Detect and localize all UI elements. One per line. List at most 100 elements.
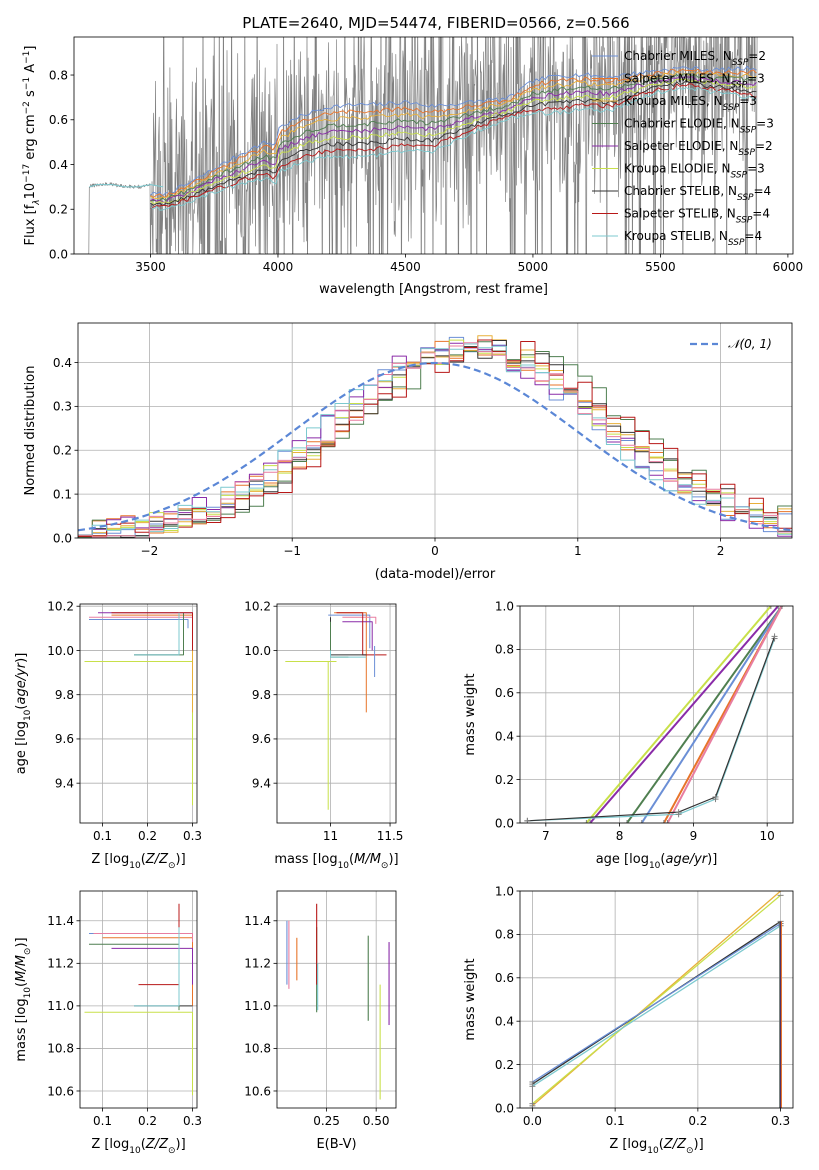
y-tick-label: 0.1 — [53, 487, 72, 501]
y-tick-label: 11.2 — [47, 957, 74, 971]
y-tick-label: 0.2 — [495, 773, 514, 787]
axes: 0.25 0.50 10.6 10.8 11.0 11.2 11.4 E(B-V) — [244, 890, 397, 1152]
x-tick-label: 11.5 — [377, 829, 404, 843]
x-tick-label: 0.2 — [138, 1114, 157, 1128]
y-tick-label: 9.6 — [55, 732, 74, 746]
y-tick-label: 0.6 — [495, 686, 514, 700]
marginal-line-kroupa_stelib — [134, 612, 180, 656]
plot-area — [529, 891, 784, 1108]
legend-label: Chabrier STELIB, NSSP=4 — [624, 184, 771, 203]
marginal-line-pink — [93, 933, 193, 943]
y-tick-label: 1.0 — [495, 884, 514, 898]
residual-histogram-kroupa_stelib — [78, 343, 792, 536]
legend-label: Kroupa MILES, NSSP=3 — [624, 94, 757, 113]
marginal-line-salpeter_stelib — [111, 612, 193, 655]
plot-area — [285, 612, 387, 810]
mass-weight-line-chabrier_miles — [532, 922, 781, 1083]
y-tick-label: 0.6 — [49, 113, 68, 127]
y-tick-label: 0.8 — [49, 68, 68, 82]
y-tick-label: 0.0 — [53, 531, 72, 545]
residual-legend: 𝒩(0, 1) — [690, 337, 772, 351]
plot-area — [74, 37, 758, 254]
marginal-line-kroupa_stelib — [134, 927, 180, 1007]
legend-label: Salpeter STELIB, NSSP=4 — [624, 207, 770, 226]
y-tick-label: 9.4 — [252, 776, 271, 790]
axes-frame — [79, 603, 198, 824]
spectrum-model-line — [150, 71, 757, 200]
y-tick-label: 9.8 — [252, 688, 271, 702]
x-axis-label: wavelength [Angstrom, rest frame] — [319, 282, 548, 297]
figure-title: PLATE=2640, MJD=54474, FIBERID=0566, z=0… — [242, 14, 629, 32]
y-tick-label: 0.3 — [53, 400, 72, 414]
weight-vs-age-panel: 7 8 9 10 0.0 0.2 0.4 0.6 0.8 1.0 age [log10(age/yr… — [463, 599, 794, 871]
x-tick-label: 0.3 — [183, 829, 202, 843]
x-axis-label: mass [log10(M/M⊙)] — [274, 852, 398, 871]
y-tick-label: 10.0 — [47, 644, 74, 658]
y-axis-label: mass [log10(M/M⊙)] — [14, 937, 33, 1061]
x-tick-label: 10 — [760, 829, 775, 843]
grid-lines — [277, 891, 396, 1108]
legend-label: Salpeter ELODIE, NSSP=2 — [624, 139, 773, 158]
y-tick-label: 9.6 — [252, 732, 271, 746]
y-tick-label: 0.0 — [49, 247, 68, 261]
plot-area — [524, 606, 785, 823]
marginal-line-salpeter_elodie — [111, 947, 193, 985]
x-tick-label: 11 — [323, 829, 338, 843]
marginal-line-salpeter_miles — [111, 614, 193, 655]
plot-area — [84, 612, 193, 806]
axes-frame — [77, 322, 793, 539]
marginal-line-pink — [89, 616, 193, 624]
axes-frame — [276, 603, 397, 824]
y-axis-label: mass weight — [463, 958, 478, 1040]
x-axis-label: age [log10(age/yr)] — [596, 852, 718, 871]
axes-frame — [79, 890, 198, 1109]
marginal-line-pink — [342, 616, 377, 624]
x-tick-label: 0.0 — [523, 1114, 542, 1128]
residual-histogram-salpeter_stelib — [78, 339, 792, 537]
spectrum-data-line — [74, 37, 758, 254]
x-axis-label: Z [log10(Z/Z⊙)] — [91, 852, 185, 871]
mass-weight-line-chabrier_stelib — [527, 636, 776, 822]
x-tick-label: 0.25 — [313, 1114, 340, 1128]
x-tick-label: 0.3 — [771, 1114, 790, 1128]
y-tick-label: 0.0 — [495, 1101, 514, 1115]
y-tick-label: 11.4 — [244, 914, 271, 928]
legend-label: Chabrier MILES, NSSP=2 — [624, 49, 766, 68]
legend-label: Salpeter MILES, NSSP=3 — [624, 72, 765, 91]
x-tick-label: 0.1 — [93, 829, 112, 843]
y-tick-label: 0.4 — [53, 356, 72, 370]
plot-area — [78, 335, 792, 538]
axes-frame — [519, 605, 794, 824]
x-axis-label: (data-model)/error — [375, 567, 496, 582]
marginal-line-salpeter_elodie — [98, 612, 193, 638]
y-tick-label: 0.8 — [495, 643, 514, 657]
spectrum-model-blue-line — [89, 184, 164, 188]
age-vs-metallicity-panel: 0.1 0.2 0.3 9.4 9.6 9.8 10.0 10.2 Z [log10(Z/Z⊙)… — [14, 600, 202, 871]
spectrum-model-line — [150, 78, 757, 204]
y-axis-label: Normed distribution — [23, 366, 38, 496]
x-tick-label: 1 — [574, 544, 582, 558]
y-tick-label: 10.0 — [244, 644, 271, 658]
marginal-line-salpeter_elodie — [342, 621, 373, 651]
mass-vs-ebv-panel: 0.25 0.50 10.6 10.8 11.0 11.2 11.4 E(B-V) — [244, 890, 397, 1152]
marginal-line-chabrier_elodie — [330, 621, 349, 658]
y-tick-label: 0.2 — [495, 1058, 514, 1072]
y-tick-label: 0.0 — [495, 816, 514, 830]
x-tick-label: 0.1 — [606, 1114, 625, 1128]
plot-area — [286, 903, 390, 1100]
axes: 0.1 0.2 0.3 10.6 10.8 11.0 11.2 11.4 Z [log10(Z/… — [14, 890, 202, 1156]
weight-vs-metallicity-panel: 0.0 0.1 0.2 0.3 0.0 0.2 0.4 0.6 0.8 1.0 Z [log10(Z… — [463, 884, 794, 1156]
marginal-line-kroupa_elodie — [84, 661, 193, 806]
marginal-line-chabrier_stelib — [330, 617, 367, 656]
marginal-line-kroupa_stelib — [330, 650, 367, 658]
y-tick-label: 9.4 — [55, 776, 74, 790]
axes: 0.1 0.2 0.3 9.4 9.6 9.8 10.0 10.2 Z [log10(Z/Z⊙)… — [14, 600, 202, 871]
y-tick-label: 11.2 — [244, 957, 271, 971]
x-tick-label: 2 — [717, 544, 725, 558]
y-tick-label: 0.6 — [495, 971, 514, 985]
y-tick-label: 10.6 — [244, 1084, 271, 1098]
x-tick-label: 3500 — [135, 260, 166, 274]
y-tick-label: 0.4 — [495, 1015, 514, 1029]
mass-weight-line-chabrier_elodie — [626, 606, 783, 823]
